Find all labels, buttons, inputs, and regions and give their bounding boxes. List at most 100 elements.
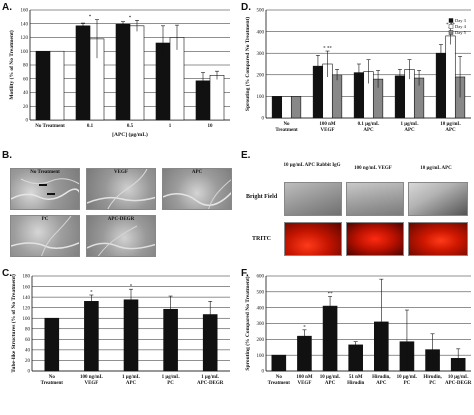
y-tick-label: 40 — [25, 349, 31, 354]
x-tick-label: Hirudin, — [423, 375, 442, 380]
x-tick-label: 1 µg/mL — [162, 375, 181, 380]
legend-label: Day 5 — [455, 30, 467, 35]
y-tick-label: 0 — [262, 370, 265, 375]
x-tick-label: No Treatment — [35, 124, 65, 129]
bar — [445, 35, 456, 119]
x-tick-label: APC-DEGR — [197, 381, 224, 386]
column-label: 10 µg/mL APC Rabbit IgG — [283, 163, 341, 168]
y-tick-label: 100 — [257, 354, 265, 359]
x-tick-label: APC — [445, 128, 456, 133]
column-label: 100 ng/mL VEGF — [354, 166, 392, 171]
x-tick-label: VEGF — [84, 381, 98, 386]
bar — [348, 344, 363, 372]
bar — [123, 299, 139, 372]
y-tick-label: 100 — [257, 95, 265, 100]
panel-letter-d: D. — [241, 2, 251, 13]
significance-marker: ** — [328, 292, 334, 297]
x-tick-label: 1 µg/mL — [400, 122, 419, 127]
y-tick-label: 140 — [21, 22, 29, 27]
y-tick-label: 100 — [23, 317, 31, 322]
x-tick-label: APC — [363, 128, 374, 133]
x-tick-label: VEGF — [321, 128, 335, 133]
legend-label: Day 4 — [455, 24, 467, 29]
y-tick-label: 180 — [23, 275, 31, 280]
tile-label: PC — [41, 217, 49, 222]
tile-label: APC-DEGR — [107, 217, 135, 222]
significance-marker: * — [303, 325, 306, 330]
x-tick-label: APC — [404, 128, 415, 133]
x-tick-label: 10 — [208, 124, 214, 129]
brightfield-apc — [408, 182, 468, 216]
panel-letter-e: E. — [241, 150, 251, 161]
x-tick-label: 10 µg/mL — [320, 375, 341, 380]
row-label: TRITC — [252, 236, 272, 242]
panel-letter-f: F. — [241, 268, 249, 279]
x-tick-label: Treatment — [268, 381, 291, 386]
bar — [44, 317, 60, 372]
x-tick-label: 10 µg/mL — [448, 375, 469, 380]
bar — [435, 52, 447, 119]
significance-marker: * — [129, 16, 132, 21]
x-tick-label: APC-DEGR — [445, 381, 472, 386]
brightfield-igg — [284, 182, 342, 216]
significance-marker: * — [90, 291, 93, 296]
y-tick-label: 0 — [262, 117, 265, 122]
x-tick-label: 1 — [169, 124, 172, 129]
x-tick-label: APC — [325, 381, 336, 386]
panel-letter-a: A. — [2, 2, 12, 13]
row-label: Bright Field — [246, 194, 278, 200]
y-tick-label: 0 — [26, 119, 29, 124]
tile-label: No Treatment — [30, 170, 60, 175]
y-tick-label: 160 — [23, 285, 31, 290]
x-tick-label: 100 nM — [319, 122, 336, 127]
x-tick-label: 1 µg/mL — [201, 375, 220, 380]
legend-swatch — [448, 18, 454, 23]
micrograph-vegf: VEGF — [86, 168, 156, 210]
bar — [290, 96, 302, 119]
x-tick-label: APC — [126, 381, 137, 386]
bar — [84, 301, 99, 372]
y-tick-label: 400 — [257, 306, 265, 311]
tritc-igg — [284, 222, 342, 256]
y-tick-label: 40 — [23, 91, 29, 96]
column-label: 10 µg/mL APC — [420, 166, 452, 171]
x-tick-label: PC — [167, 381, 174, 386]
micrograph-apc: APC — [162, 168, 232, 210]
x-tick-label: 10 µg/mL — [397, 375, 418, 380]
panel-letter-b: B. — [2, 150, 12, 161]
micrograph-apc-degr: APC-DEGR — [86, 215, 156, 257]
y-tick-label: 80 — [23, 64, 29, 69]
bar — [129, 25, 145, 121]
y-tick-label: 100 — [21, 50, 29, 55]
y-tick-label: 20 — [25, 359, 31, 364]
y-tick-label: 500 — [257, 9, 265, 14]
x-tick-label: 0.5 — [127, 124, 134, 129]
x-tick-label: 0.1 — [87, 124, 94, 129]
y-tick-label: 600 — [257, 275, 265, 280]
x-axis-label: [APC] (µg/mL) — [112, 131, 148, 138]
x-tick-label: PC — [429, 381, 436, 386]
y-tick-label: 120 — [21, 36, 29, 41]
bar — [75, 25, 91, 121]
x-tick-label: Hirudin — [347, 381, 364, 386]
x-tick-label: Treatment — [41, 381, 64, 386]
x-tick-label: PC — [404, 381, 411, 386]
y-tick-label: 140 — [23, 296, 31, 301]
y-tick-label: 120 — [23, 306, 31, 311]
legend-swatch — [448, 30, 454, 35]
x-tick-label: Treatment — [275, 128, 298, 133]
x-tick-label: 51 nM — [349, 375, 363, 380]
tritc-apc — [408, 222, 468, 256]
x-tick-label: APC — [376, 381, 387, 386]
bar — [281, 96, 292, 119]
significance-marker: * — [89, 15, 92, 20]
y-axis-label: Tube-like Structures (% of No Treatment) — [10, 274, 17, 373]
brightfield-vegf — [346, 182, 404, 216]
y-tick-label: 500 — [257, 291, 265, 296]
tile-label: VEGF — [114, 170, 128, 175]
bar — [115, 23, 131, 121]
bar — [209, 75, 225, 121]
micrograph-pc: PC — [10, 215, 80, 257]
